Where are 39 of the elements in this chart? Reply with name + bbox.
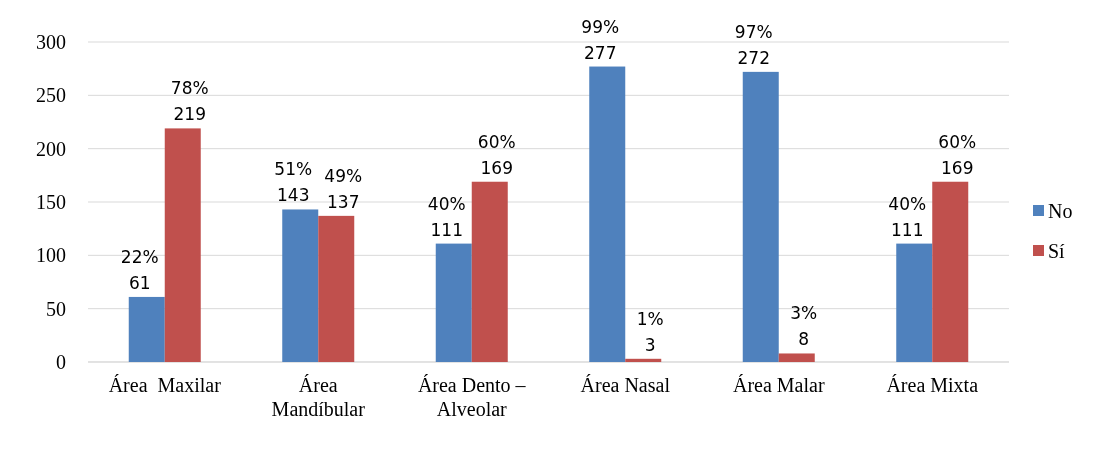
y-tick-label: 150 [36, 191, 66, 213]
bar [164, 128, 201, 362]
bar [589, 66, 626, 362]
bar [896, 243, 933, 362]
y-tick-label: 50 [46, 297, 66, 320]
data-label: 1% 3 [636, 308, 664, 355]
x-tick-label: Área Nasal [580, 374, 671, 396]
y-tick-label: 100 [36, 244, 66, 267]
data-label: 22% 61 [120, 246, 159, 293]
legend-label: No [1048, 200, 1073, 222]
y-tick-label: 200 [36, 137, 66, 160]
bar [128, 296, 165, 362]
data-label: 78% 219 [170, 78, 209, 125]
x-tick-label: Área Dento – Alveolar [417, 374, 527, 420]
data-label: 49% 137 [324, 165, 363, 212]
x-tick-label: Área Maxilar [108, 374, 222, 396]
data-label: 40% 111 [888, 193, 927, 240]
data-label: 60% 169 [938, 131, 977, 178]
y-tick-label: 0 [56, 351, 66, 373]
data-label: 97% 272 [734, 21, 773, 68]
data-label: 60% 169 [477, 131, 516, 178]
data-label: 3% 8 [790, 303, 818, 350]
data-label: 51% 143 [274, 159, 313, 206]
legend-label: Sí [1048, 240, 1066, 262]
x-tick-label: Área Mandíbular [271, 374, 366, 420]
bar [318, 215, 355, 362]
y-tick-label: 300 [36, 31, 66, 53]
data-label: 99% 277 [581, 16, 620, 63]
bar [932, 181, 969, 362]
bar [778, 353, 815, 362]
bar [282, 209, 319, 362]
bar [742, 71, 779, 362]
x-tick-label: Área Malar [732, 374, 825, 396]
x-tick-label: Área Mixta [886, 374, 979, 396]
bar [435, 243, 472, 362]
bar [625, 358, 662, 362]
data-label: 40% 111 [427, 193, 466, 240]
y-tick-label: 250 [36, 84, 66, 107]
bar [471, 181, 508, 362]
